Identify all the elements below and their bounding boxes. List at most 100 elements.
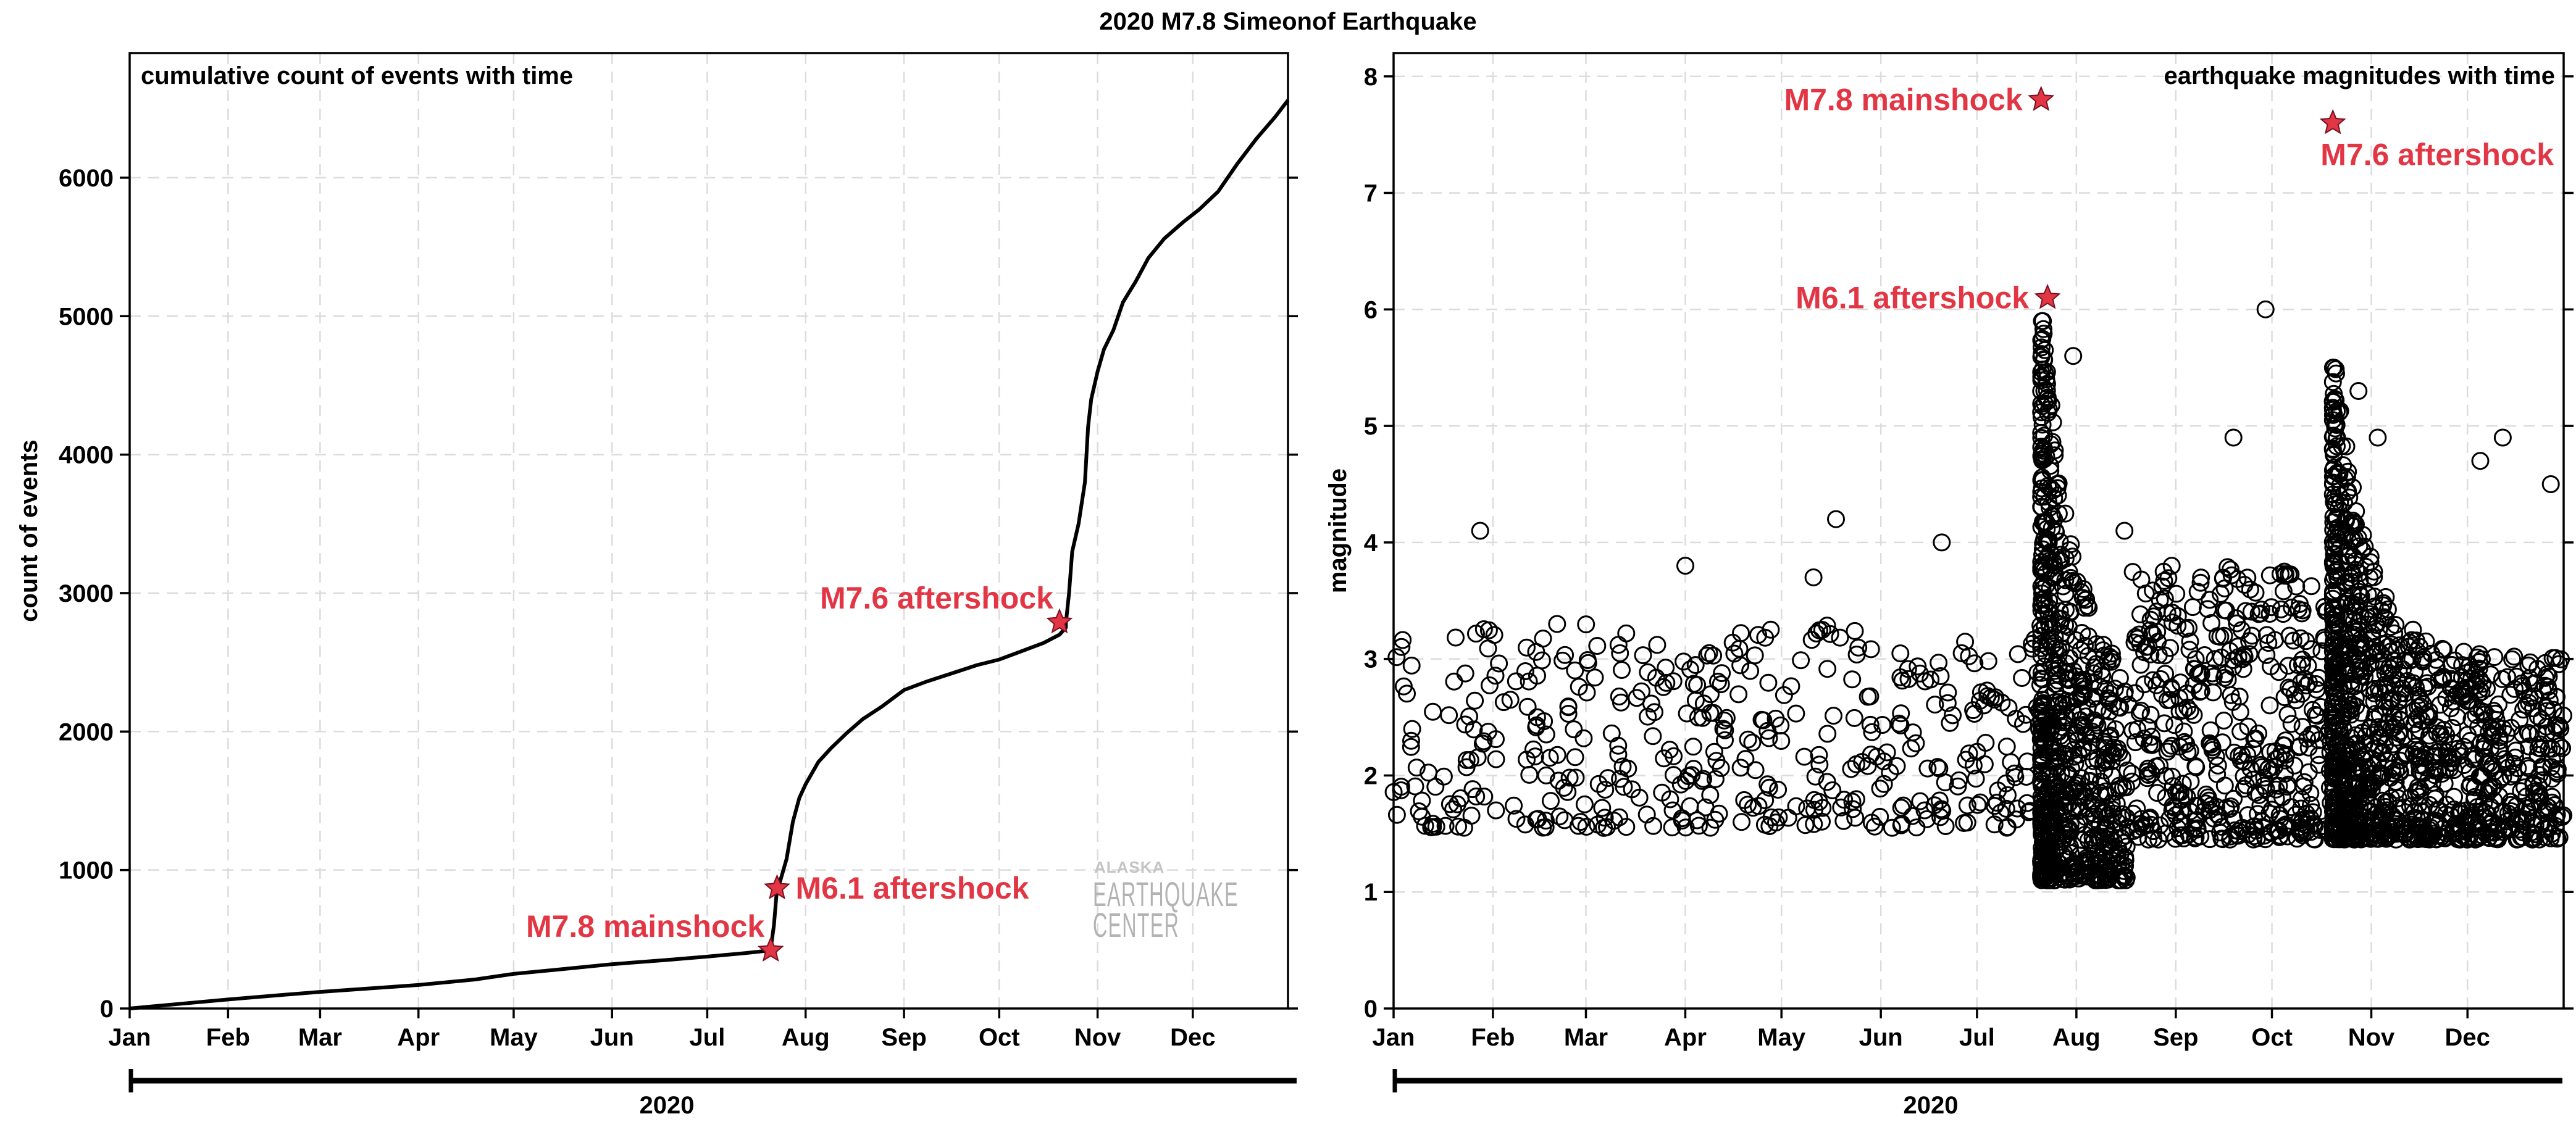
magnitude-point [2096,751,2114,769]
magnitude-point [1998,818,2017,836]
magnitude-point [2324,622,2343,639]
magnitude-point [2361,681,2379,699]
magnitude-point [1524,740,1542,759]
magnitude-point [2293,655,2311,674]
magnitude-point [2039,828,2058,846]
magnitude-point [2493,428,2512,447]
magnitude-point [2237,776,2255,794]
magnitude-point [1612,693,1630,712]
magnitude-point [1486,667,1505,685]
magnitude-point [1402,656,1421,675]
magnitude-point [1746,761,1765,780]
magnitude-point [2456,684,2474,703]
magnitude-point [1845,709,1863,727]
magnitude-point [2329,617,2348,635]
magnitude-point [1861,715,1880,734]
magnitude-point [2077,726,2096,745]
magnitude-point [1588,637,1607,655]
magnitude-point [2377,830,2396,848]
magnitude-point [2115,685,2133,704]
magnitude-point [1958,796,1976,815]
magnitude-point [2442,670,2460,688]
magnitude-point [1507,672,1525,691]
magnitude-point [1550,807,1569,826]
left-x-tick-label: May [490,1024,538,1051]
magnitude-point [1449,817,1468,836]
magnitude-point [1756,791,1775,810]
magnitude-point [2037,576,2055,594]
magnitude-point [2349,583,2368,601]
magnitude-point [1936,817,1955,835]
magnitude-point [2046,871,2064,889]
magnitude-point [1907,818,1926,837]
magnitude-point [2338,553,2356,571]
magnitude-point [1739,730,1757,749]
magnitude-point [1717,709,1736,727]
left-y-tick-label: 3000 [59,580,114,607]
magnitude-point [1964,756,1983,775]
magnitude-point [2444,801,2463,818]
magnitude-point [1760,778,1778,797]
magnitude-point [2032,331,2051,349]
magnitude-point [2074,580,2093,598]
magnitude-point [2126,628,2145,646]
magnitude-point [1701,786,1720,804]
magnitude-point [2104,804,2123,823]
magnitude-point [2118,818,2137,836]
magnitude-point [1609,636,1628,654]
magnitude-point [2422,644,2441,663]
left-x-tick-label: Oct [979,1024,1020,1051]
magnitude-point [2078,597,2097,615]
magnitude-point [2049,646,2068,664]
right-event-star [2028,85,2055,111]
magnitude-point [2352,761,2371,780]
magnitude-point [2362,749,2380,768]
magnitude-point [2110,744,2128,762]
magnitude-point [1698,646,1717,665]
magnitude-point [2323,552,2342,571]
left-event-star [1046,608,1073,634]
magnitude-point [1554,651,1572,670]
magnitude-point [1520,765,1539,784]
magnitude-point [1481,676,1499,694]
magnitude-point [2353,723,2372,742]
magnitude-point [1813,812,1831,831]
magnitude-point [2388,781,2406,799]
magnitude-point [1936,773,1954,792]
right-x-tick-label: Jan [1373,1024,1415,1051]
magnitude-point [1617,818,1636,836]
magnitude-point [1424,702,1442,721]
magnitude-point [1709,672,1727,691]
magnitude-point [2203,738,2222,757]
magnitude-point [2083,722,2101,741]
magnitude-point [2538,665,2556,683]
magnitude-point [2383,807,2402,825]
magnitude-point [2249,605,2268,623]
magnitude-point [1810,755,1829,774]
magnitude-point [2347,515,2365,534]
magnitude-point [2100,728,2118,747]
magnitude-point [1985,815,2004,834]
right-annotations: M7.8 mainshock M6.1 aftershock M7.6 afters… [1784,83,2554,315]
magnitude-point [2259,634,2278,652]
magnitude-point [1723,633,1742,652]
left-x-tick-label: Sep [881,1024,926,1051]
magnitude-point [1479,621,1498,639]
magnitude-point [2033,594,2051,613]
magnitude-point [1457,758,1476,776]
magnitude-point [2178,743,2197,762]
right-x-tick-label: Jun [1859,1024,1903,1051]
magnitude-point [2253,758,2272,776]
magnitude-point [2115,522,2134,540]
magnitude-point [2213,733,2231,752]
magnitude-point [1730,639,1749,658]
magnitude-point [2411,780,2430,799]
magnitude-point [1831,628,1849,647]
magnitude-point [1615,778,1633,796]
magnitude-point [2433,639,2452,658]
magnitude-point [1997,799,2015,818]
magnitude-point [1834,812,1853,830]
left-y-tick-label: 4000 [59,442,114,469]
magnitude-point [2060,850,2078,868]
magnitude-point [2553,739,2572,757]
